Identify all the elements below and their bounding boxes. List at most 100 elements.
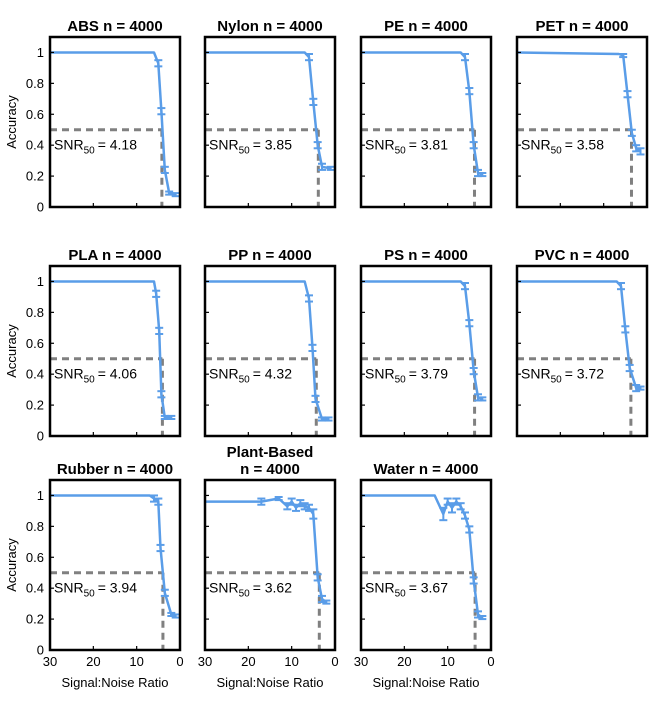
x-tick-label: 10 bbox=[284, 654, 298, 669]
y-tick-label: 1 bbox=[37, 488, 44, 503]
error-bar bbox=[257, 497, 266, 506]
y-tick-label: 0.6 bbox=[26, 336, 44, 351]
error-bar bbox=[296, 499, 305, 508]
error-bar bbox=[157, 390, 166, 399]
error-bar bbox=[318, 594, 326, 604]
panel-title: PET n = 4000 bbox=[536, 18, 629, 35]
snr50-label: SNR50 = 3.67 bbox=[365, 580, 448, 600]
panel-7: PS n = 4000 SNR50 = 3.79 bbox=[359, 247, 493, 438]
error-bar bbox=[326, 165, 335, 171]
error-bar bbox=[627, 128, 636, 137]
y-axis-label: Accuracy bbox=[4, 95, 19, 149]
x-tick-label: 20 bbox=[397, 654, 411, 669]
y-axis-label: Accuracy bbox=[4, 538, 19, 592]
error-bar bbox=[305, 53, 313, 62]
error-bar bbox=[155, 326, 164, 335]
error-bar bbox=[305, 503, 313, 512]
axes-frame bbox=[359, 478, 493, 652]
y-axis-label: Accuracy bbox=[4, 324, 19, 378]
error-bar bbox=[324, 416, 333, 422]
y-tick-label: 0.2 bbox=[26, 169, 44, 184]
error-bar bbox=[322, 599, 331, 605]
x-axis-label: Signal:Noise Ratio bbox=[217, 675, 324, 690]
series-line bbox=[361, 51, 483, 176]
panel-title: n = 4000 bbox=[240, 461, 300, 478]
error-bar bbox=[313, 141, 322, 150]
x-tick-label: 10 bbox=[440, 654, 454, 669]
y-tick-label: 0.2 bbox=[26, 398, 44, 413]
error-bar bbox=[154, 59, 163, 68]
axes-frame bbox=[48, 478, 182, 652]
error-bar bbox=[160, 165, 169, 174]
panel-6: PP n = 4000 SNR50 = 4.32 bbox=[203, 247, 337, 438]
y-tick-label: 0 bbox=[37, 643, 44, 658]
error-bar bbox=[309, 508, 318, 520]
error-bar bbox=[465, 87, 474, 96]
y-tick-label: 0.4 bbox=[26, 138, 44, 153]
panel-2: Nylon n = 4000 SNR50 = 3.85 bbox=[203, 18, 337, 209]
error-bar bbox=[461, 511, 469, 520]
snr50-label: SNR50 = 3.81 bbox=[365, 137, 448, 157]
snr50-label: SNR50 = 3.58 bbox=[521, 137, 604, 157]
error-bar bbox=[632, 384, 641, 393]
x-tick-label: 30 bbox=[354, 654, 368, 669]
error-bar bbox=[623, 90, 632, 99]
panel-title: ABS n = 4000 bbox=[67, 18, 162, 35]
error-bar bbox=[150, 494, 158, 503]
panel-title: PLA n = 4000 bbox=[68, 247, 161, 264]
axes-frame bbox=[48, 264, 182, 438]
error-bar bbox=[167, 611, 176, 617]
x-tick-label: 20 bbox=[86, 654, 100, 669]
snr50-label: SNR50 = 3.85 bbox=[209, 137, 292, 157]
axes-frame bbox=[359, 35, 493, 209]
panel-title: Rubber n = 4000 bbox=[57, 461, 173, 478]
y-tick-label: 0.6 bbox=[26, 107, 44, 122]
error-bar bbox=[443, 497, 452, 506]
series-line bbox=[50, 51, 176, 196]
error-bar bbox=[456, 502, 465, 511]
x-axis-label: Signal:Noise Ratio bbox=[373, 675, 480, 690]
x-tick-label: 20 bbox=[241, 654, 255, 669]
panel-1: ABS n = 4000 SNR50 = 4.18 0 0.2 0.4 0.6 0.8 1 Acc… bbox=[4, 18, 182, 215]
panel-title: PVC n = 4000 bbox=[535, 247, 630, 264]
error-bar bbox=[621, 325, 630, 334]
y-tick-label: 0 bbox=[37, 200, 44, 215]
panel-title: PP n = 4000 bbox=[228, 247, 312, 264]
error-bar bbox=[632, 144, 641, 153]
y-tick-label: 0.8 bbox=[26, 76, 44, 91]
panel-title: Nylon n = 4000 bbox=[217, 18, 322, 35]
error-bar bbox=[165, 190, 174, 196]
error-bar bbox=[156, 543, 165, 553]
snr50-label: SNR50 = 3.72 bbox=[521, 366, 604, 386]
error-bar bbox=[469, 141, 478, 150]
error-bar bbox=[452, 497, 461, 506]
panel-title: Water n = 4000 bbox=[374, 461, 479, 478]
error-bar bbox=[636, 147, 645, 156]
axes-frame bbox=[359, 264, 493, 438]
error-bar bbox=[305, 294, 313, 303]
y-tick-label: 0.8 bbox=[26, 519, 44, 534]
error-bar bbox=[160, 588, 169, 597]
axes-frame bbox=[203, 478, 337, 652]
error-bar bbox=[313, 573, 322, 582]
axes-frame bbox=[203, 35, 337, 209]
x-axis-label: Signal:Noise Ratio bbox=[62, 675, 169, 690]
error-bar bbox=[171, 192, 180, 198]
y-tick-label: 0.2 bbox=[26, 612, 44, 627]
panel-8: PVC n = 4000 SNR50 = 3.72 bbox=[515, 247, 649, 438]
error-bar bbox=[308, 343, 317, 352]
error-bar bbox=[318, 162, 326, 171]
error-bar bbox=[292, 503, 300, 512]
error-bar bbox=[283, 502, 292, 511]
error-bar bbox=[461, 282, 469, 291]
y-tick-label: 0 bbox=[37, 429, 44, 444]
error-bar bbox=[617, 282, 625, 291]
error-bar bbox=[469, 367, 478, 376]
axes-frame bbox=[515, 264, 649, 438]
x-tick-label: 0 bbox=[331, 654, 338, 669]
error-bar bbox=[478, 396, 487, 402]
snr50-label: SNR50 = 3.94 bbox=[54, 580, 137, 600]
snr50-label: SNR50 = 3.79 bbox=[365, 366, 448, 386]
error-bar bbox=[469, 576, 478, 585]
axes-frame bbox=[515, 35, 649, 209]
